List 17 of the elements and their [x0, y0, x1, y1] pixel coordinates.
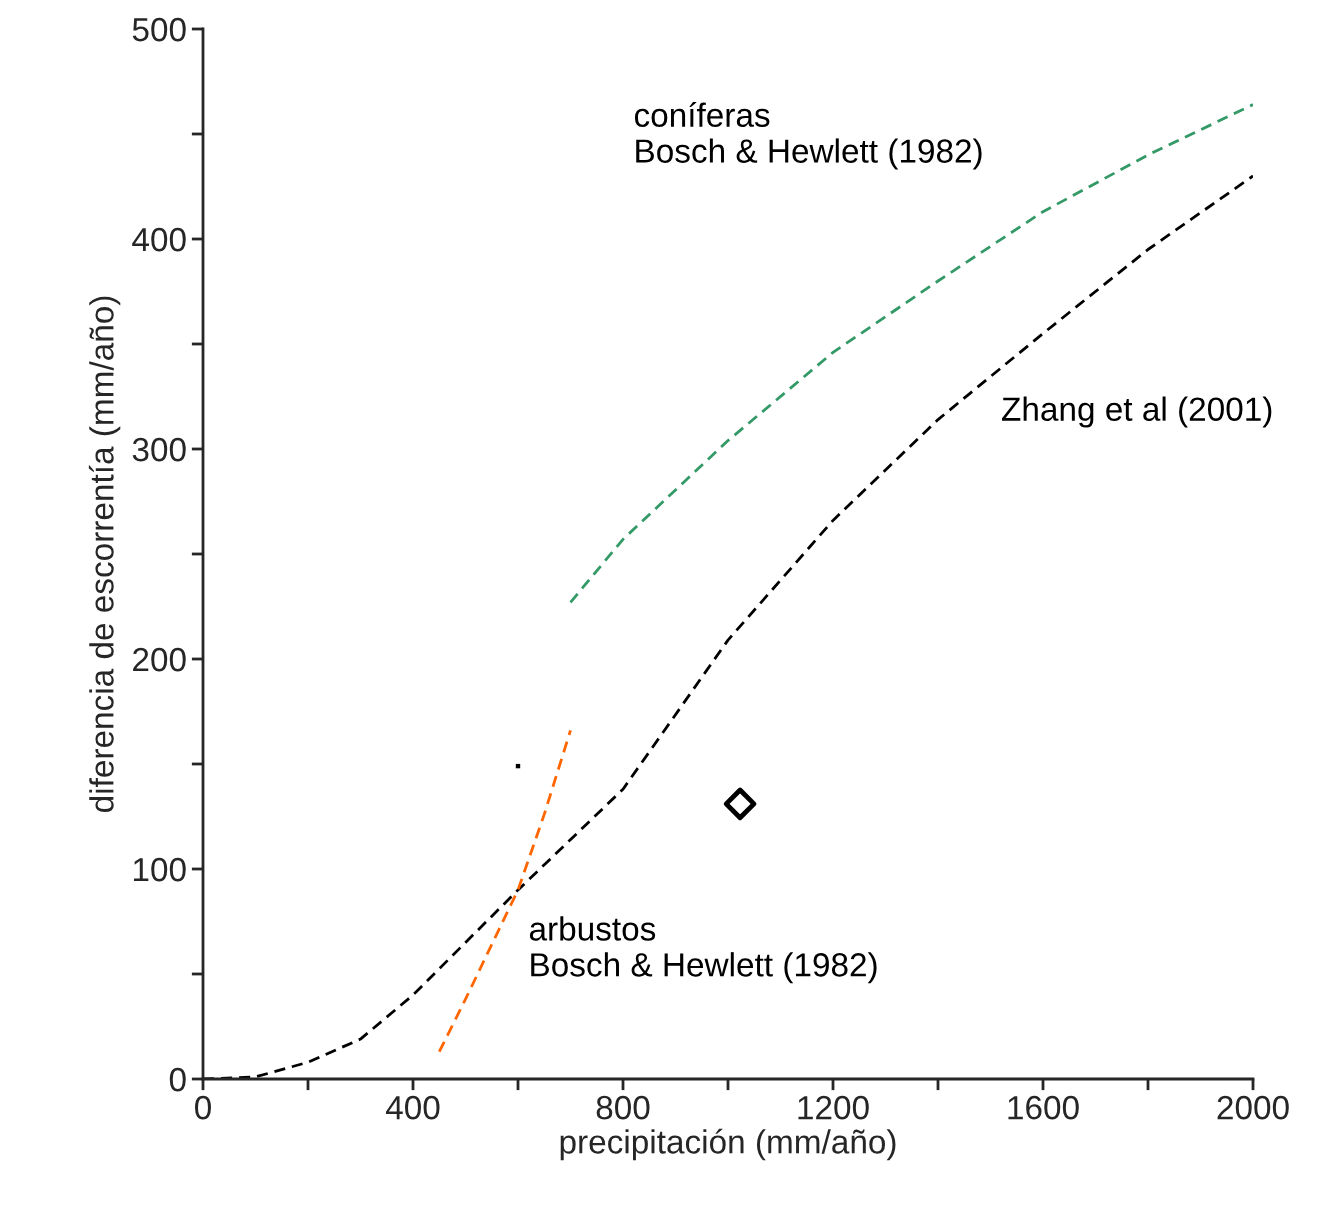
series-label: arbustos Bosch & Hewlett (1982): [529, 916, 877, 984]
y-tick-label: 300: [132, 437, 186, 462]
series-label: Zhang et al (2001): [1002, 396, 1272, 428]
text: coníferas Bosch & Hewlett (1982): [634, 102, 982, 170]
x-tick-label: 1200: [798, 1095, 869, 1120]
x-axis-title: precipitación (mm/año): [560, 1128, 896, 1161]
y-tick-label: 400: [132, 227, 186, 252]
x-tick-label: 400: [385, 1095, 440, 1120]
y-tick-label: 0: [169, 1067, 186, 1092]
y-tick-label: 200: [133, 647, 186, 672]
x-tick-label: 800: [596, 1095, 650, 1120]
x-tick-label: 2000: [1217, 1095, 1289, 1120]
x-tick-label: 0: [195, 1095, 211, 1120]
y-tick-label: 100: [133, 857, 186, 882]
y-tick-label: 500: [132, 17, 186, 42]
x-tick-label: 1600: [1008, 1095, 1079, 1120]
y-axis-title: diferencia de escorrentía (mm/año): [88, 296, 121, 812]
